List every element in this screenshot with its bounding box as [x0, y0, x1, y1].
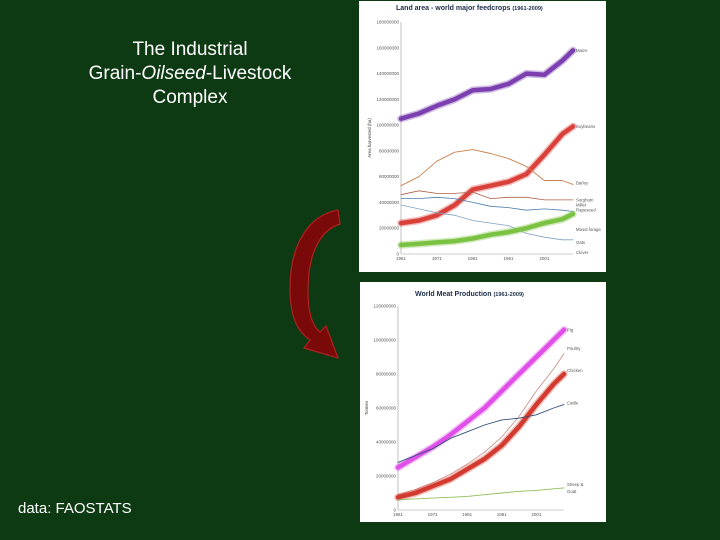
chart-0-y-tick-9: 180000000 — [376, 20, 399, 25]
chart-0-series-barley — [400, 149, 574, 187]
chart-0-series-label-2: Barley — [576, 181, 589, 186]
title-line-2-post: -Livestock — [205, 63, 292, 84]
title-line-2-em: Oilseed — [141, 63, 206, 84]
chart-0-series-label-6: Mixed forage — [576, 227, 601, 232]
chart-0-series-label-8: Clover — [576, 250, 589, 255]
chart-0-x-tick-4: 2001 — [539, 256, 550, 261]
chart-1-x-tick-2: 1981 — [462, 512, 473, 517]
title-line-3: Complex — [152, 87, 228, 108]
chart-0-series-soybeans — [398, 124, 576, 226]
chart-0-x-tick-1: 1971 — [432, 256, 443, 261]
chart-1-y-tick-0: 0 — [393, 508, 396, 513]
chart-0-x-tick-2: 1981 — [468, 256, 479, 261]
chart-0-series-sorghum — [400, 190, 574, 201]
chart-1-series-sheep-goat — [397, 487, 565, 501]
chart-0-series-rapeseed — [398, 211, 576, 248]
chart-1-series-chicken — [395, 371, 567, 500]
chart-1-y-tick-5: 100000000 — [373, 338, 396, 343]
chart-0-title: Land area - world major feedcrops (1961-… — [396, 5, 543, 12]
chart-0-series-millet — [400, 196, 574, 212]
chart-0-series-label-5: Rapeseed — [576, 208, 596, 213]
chart-0-series-label-1: Soybeans — [576, 124, 595, 129]
chart-0-y-tick-5: 100000000 — [376, 123, 399, 128]
data-source-note: data: FAOSTATS — [18, 500, 132, 517]
chart-1-y-tick-2: 40000000 — [376, 440, 397, 445]
chart-0-series-soybeans-glow — [397, 122, 577, 227]
chart-1-x-tick-4: 2001 — [531, 512, 542, 517]
chart-1-x-tick-1: 1971 — [428, 512, 439, 517]
land-area-chart: Land area - world major feedcrops (1961-… — [359, 1, 606, 272]
chart-0-y-tick-6: 120000000 — [376, 97, 399, 102]
chart-0-y-tick-2: 40000000 — [379, 200, 400, 205]
title-line-2-pre: Grain- — [88, 63, 142, 84]
chart-1-series-poultry — [397, 353, 565, 496]
chart-0-series-oats — [400, 204, 574, 241]
chart-1-y-tick-6: 120000000 — [373, 304, 396, 309]
chart-1-series-chicken-glow — [394, 370, 568, 502]
chart-1-y-tick-1: 20000000 — [376, 474, 397, 479]
chart-0-y-tick-1: 20000000 — [379, 226, 400, 231]
chart-1-series-label-4: Sheep & — [567, 482, 584, 487]
chart-1-y-tick-4: 80000000 — [376, 372, 397, 377]
chart-1-y-tick-3: 60000000 — [376, 406, 397, 411]
slide-title: The Industrial Grain-Oilseed-Livestock C… — [40, 38, 340, 110]
chart-1-x-tick-0: 1961 — [393, 512, 404, 517]
chart-0-x-tick-3: 1991 — [503, 256, 514, 261]
chart-0-y-label: Area harvested (ha) — [367, 118, 372, 158]
chart-1-x-tick-3: 1991 — [497, 512, 508, 517]
chart-0-y-tick-0: 0 — [396, 252, 399, 257]
chart-1-series-cattle — [397, 404, 565, 463]
chart-0-series-label-0: Maize — [576, 48, 588, 53]
land-area-chart-svg: Land area - world major feedcrops (1961-… — [367, 5, 601, 261]
chart-0-series-label-4: Millet — [576, 203, 587, 208]
chart-1-title: World Meat Production (1961-2009) — [415, 291, 524, 298]
chart-0-series-label-3: Sorghum — [576, 197, 594, 202]
chart-0-y-tick-4: 80000000 — [379, 148, 400, 153]
chart-0-series-label-7: Oats — [576, 240, 585, 245]
title-line-1: The Industrial — [132, 39, 248, 60]
curved-arrow-icon — [289, 209, 341, 359]
meat-production-chart: World Meat Production (1961-2009) 0 200000… — [360, 282, 606, 522]
chart-1-series-label-1: Poultry — [567, 346, 581, 351]
chart-1-title-range: (1961-2009) — [493, 292, 524, 298]
title-line-2: Grain-Oilseed-Livestock — [40, 62, 340, 86]
meat-production-chart-svg: World Meat Production (1961-2009) 0 200000… — [364, 291, 584, 517]
chart-1-series-label-0: Pig — [567, 327, 574, 332]
chart-1-series-label-2: Chicken — [567, 368, 583, 373]
chart-0-x-tick-0: 1961 — [396, 256, 407, 261]
chart-1-series-pig — [395, 327, 567, 470]
chart-0-y-tick-7: 140000000 — [376, 71, 399, 76]
chart-0-y-tick-3: 60000000 — [379, 174, 400, 179]
chart-0-series-maize — [398, 48, 576, 121]
chart-0-title-range: (1961-2009) — [512, 6, 543, 12]
chart-1-series-label-5: Goat — [567, 489, 577, 494]
chart-0-y-tick-8: 160000000 — [376, 45, 399, 50]
chart-1-series-label-3: Cattle — [567, 400, 579, 405]
chart-1-y-label: Tonnes — [364, 400, 369, 415]
